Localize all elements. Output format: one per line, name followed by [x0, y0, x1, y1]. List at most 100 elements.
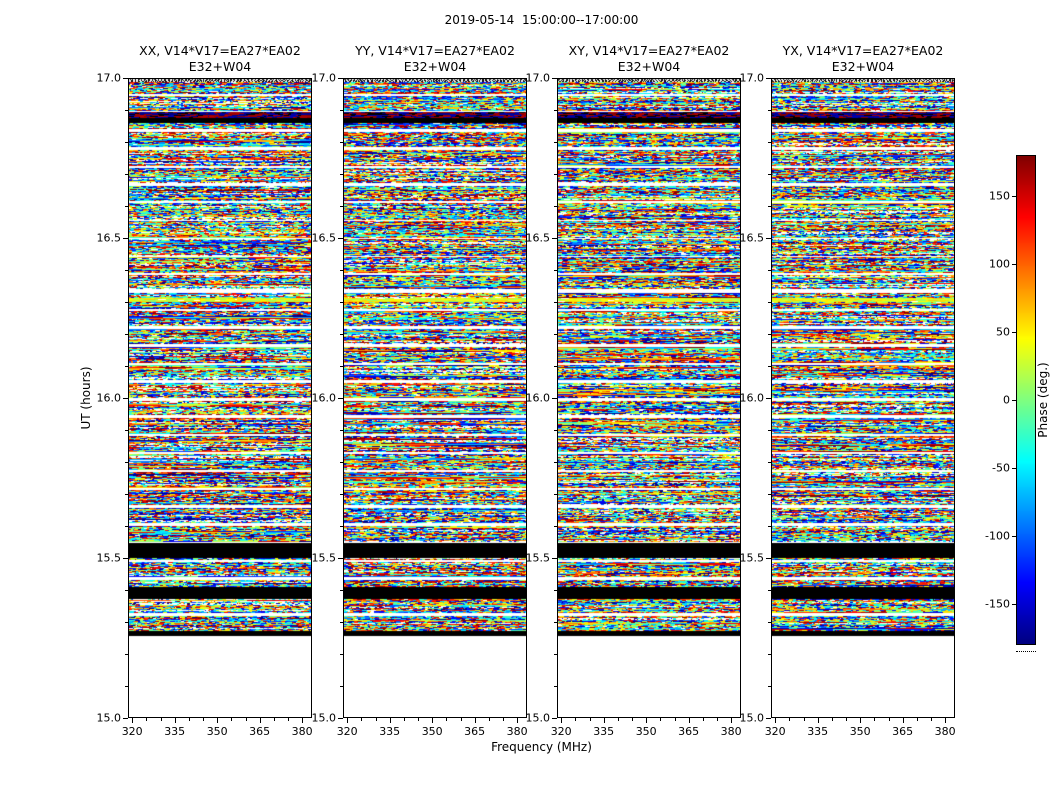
heatmap-canvas-xx [128, 78, 312, 718]
x-minor-tick-mark [660, 718, 662, 721]
panel-title: YY, V14*V17=EA27*EA02 E32+W04 [315, 43, 555, 75]
y-tick-label: 15.0 [739, 711, 765, 725]
colorbar-tick-label: 150 [989, 189, 1010, 203]
panel-title-line1: XX, V14*V17=EA27*EA02 [139, 43, 301, 58]
y-tick-label: 16.0 [739, 391, 765, 405]
x-minor-tick-mark [361, 718, 363, 721]
colorbar-tick-label: 50 [996, 325, 1010, 339]
x-tick-label: 380 [934, 725, 956, 738]
x-minor-tick-mark [146, 718, 148, 721]
x-tick-label: 365 [892, 725, 914, 738]
y-tick-label: 16.5 [739, 231, 765, 245]
plot-frame [128, 78, 312, 718]
heatmap-canvas-xy [557, 78, 741, 718]
x-tick-mark [603, 718, 605, 723]
y-tick-label: 15.5 [525, 551, 551, 565]
panel-yy: YY, V14*V17=EA27*EA02 E32+W04 320 335 350 3… [312, 43, 528, 738]
x-tick-mark [389, 718, 391, 723]
x-minor-tick-mark [575, 718, 577, 721]
y-tick-mark [123, 718, 128, 719]
y-tick-mark [766, 718, 771, 719]
panel-xy: XY, V14*V17=EA27*EA02 E32+W04 320 335 350 3… [526, 43, 742, 738]
panel-title-line1: YX, V14*V17=EA27*EA02 [782, 43, 944, 58]
x-tick-label: 350 [421, 725, 443, 738]
x-tick-mark [217, 718, 219, 723]
colorbar-tick-label: 100 [989, 257, 1010, 271]
colorbar: 150 100 50 0 -50 -100 -150 [985, 155, 1036, 645]
x-minor-tick-mark [375, 718, 377, 721]
x-tick-mark [817, 718, 819, 723]
y-tick-mark [552, 718, 557, 719]
x-tick-mark [174, 718, 176, 723]
colorbar-gradient-canvas [1016, 155, 1036, 645]
x-tick-label: 380 [291, 725, 313, 738]
x-tick-label: 380 [720, 725, 742, 738]
panel-title: YX, V14*V17=EA27*EA02 E32+W04 [743, 43, 983, 75]
panel-xx: XX, V14*V17=EA27*EA02 E32+W04 320 335 350 3… [97, 43, 313, 738]
y-axis-label: UT (hours) [79, 366, 93, 430]
x-tick-label: 320 [121, 725, 143, 738]
x-axis-label: Frequency (MHz) [491, 740, 592, 754]
x-tick-mark [775, 718, 777, 723]
x-minor-tick-mark [632, 718, 633, 721]
x-minor-tick-mark [888, 718, 890, 721]
colorbar-tick-label: -50 [992, 461, 1010, 475]
x-tick-mark [474, 718, 476, 723]
panel-title-line1: YY, V14*V17=EA27*EA02 [355, 43, 515, 58]
panel-title: XY, V14*V17=EA27*EA02 E32+W04 [529, 43, 769, 75]
x-tick-mark [646, 718, 648, 723]
x-tick-label: 365 [249, 725, 271, 738]
y-tick-label: 15.0 [311, 711, 337, 725]
x-minor-tick-mark [231, 718, 233, 721]
y-tick-mark [338, 718, 343, 719]
x-minor-tick-mark [287, 718, 289, 721]
x-minor-tick-mark [273, 718, 275, 721]
x-minor-tick-mark [188, 718, 190, 721]
x-minor-tick-mark [502, 718, 504, 721]
x-minor-tick-mark [702, 718, 704, 721]
figure-title: 2019-05-14 15:00:00--17:00:00 [444, 13, 639, 27]
y-tick-label: 16.5 [96, 231, 122, 245]
x-minor-tick-mark [488, 718, 490, 721]
y-tick-label: 15.5 [311, 551, 337, 565]
x-tick-label: 365 [464, 725, 486, 738]
panel-title-line2: E32+W04 [188, 59, 252, 74]
colorbar-frame [1016, 155, 1036, 645]
x-tick-mark [132, 718, 134, 723]
x-minor-tick-mark [831, 718, 833, 721]
panel-title: XX, V14*V17=EA27*EA02 E32+W04 [100, 43, 340, 75]
x-minor-tick-mark [846, 718, 847, 721]
colorbar-label: Phase (deg.) [1036, 362, 1050, 438]
plot-frame [343, 78, 527, 718]
x-tick-label: 380 [506, 725, 528, 738]
x-minor-tick-mark [245, 718, 247, 721]
y-tick-label: 16.5 [525, 231, 551, 245]
x-tick-mark [945, 718, 947, 723]
x-minor-tick-mark [874, 718, 876, 721]
x-tick-label: 320 [550, 725, 572, 738]
x-tick-label: 335 [593, 725, 615, 738]
x-minor-tick-mark [589, 718, 591, 721]
colorbar-tick-label: -100 [985, 529, 1010, 543]
x-tick-mark [688, 718, 690, 723]
panel-title-line2: E32+W04 [617, 59, 681, 74]
x-minor-tick-mark [446, 718, 448, 721]
x-tick-label: 320 [764, 725, 786, 738]
panel-title-line2: E32+W04 [403, 59, 467, 74]
x-tick-mark [347, 718, 349, 723]
x-tick-label: 335 [379, 725, 401, 738]
colorbar-tick-label: 0 [1003, 393, 1010, 407]
x-tick-mark [731, 718, 733, 723]
x-minor-tick-mark [789, 718, 791, 721]
x-tick-mark [302, 718, 304, 723]
x-minor-tick-mark [203, 718, 204, 721]
y-tick-label: 15.5 [739, 551, 765, 565]
x-minor-tick-mark [716, 718, 718, 721]
x-tick-mark [561, 718, 563, 723]
x-minor-tick-mark [617, 718, 619, 721]
x-minor-tick-mark [418, 718, 419, 721]
plot-frame [771, 78, 955, 718]
x-tick-mark [860, 718, 862, 723]
y-tick-label: 16.0 [525, 391, 551, 405]
